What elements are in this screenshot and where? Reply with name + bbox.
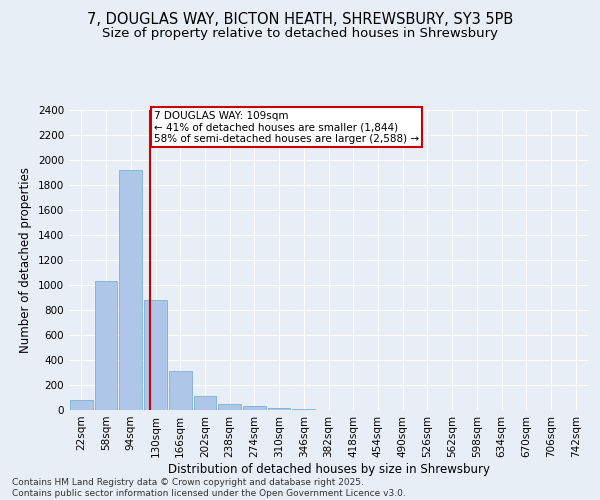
Bar <box>70 400 93 410</box>
Bar <box>268 408 290 410</box>
Bar <box>194 396 216 410</box>
Text: Contains HM Land Registry data © Crown copyright and database right 2025.
Contai: Contains HM Land Registry data © Crown c… <box>12 478 406 498</box>
Bar <box>144 300 167 410</box>
Bar <box>95 281 118 410</box>
Text: 7, DOUGLAS WAY, BICTON HEATH, SHREWSBURY, SY3 5PB: 7, DOUGLAS WAY, BICTON HEATH, SHREWSBURY… <box>87 12 513 28</box>
Y-axis label: Number of detached properties: Number of detached properties <box>19 167 32 353</box>
Bar <box>169 370 191 410</box>
Text: 7 DOUGLAS WAY: 109sqm
← 41% of detached houses are smaller (1,844)
58% of semi-d: 7 DOUGLAS WAY: 109sqm ← 41% of detached … <box>154 110 419 144</box>
Bar <box>218 404 241 410</box>
Bar <box>243 406 266 410</box>
Bar <box>119 170 142 410</box>
Text: Size of property relative to detached houses in Shrewsbury: Size of property relative to detached ho… <box>102 28 498 40</box>
X-axis label: Distribution of detached houses by size in Shrewsbury: Distribution of detached houses by size … <box>167 462 490 475</box>
